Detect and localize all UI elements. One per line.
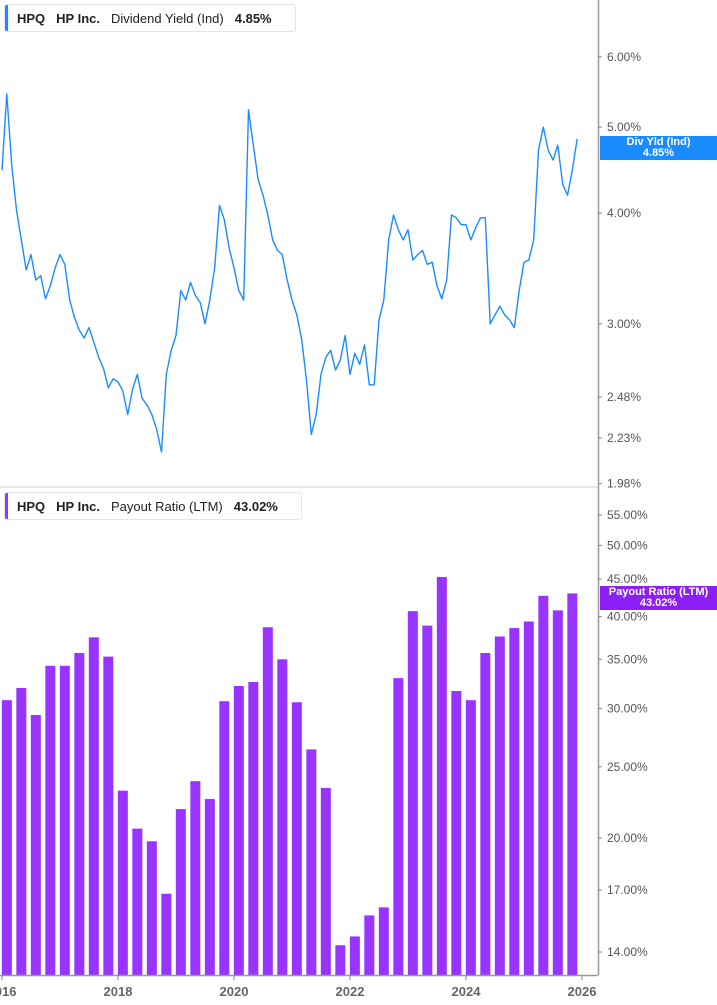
value-box-value: 43.02% (639, 597, 678, 609)
y-tick-label: 5.00% (607, 120, 641, 134)
legend-metric: Dividend Yield (Ind) (111, 10, 224, 26)
payout-ratio-bar (422, 625, 433, 975)
y-tick-label: 20.00% (607, 831, 648, 845)
x-tick-label: 2024 (452, 984, 482, 999)
series-color-marker (5, 5, 8, 31)
payout-ratio-bar (233, 685, 244, 975)
payout-ratio-bar (277, 659, 288, 975)
payout-ratio-bar (451, 690, 462, 975)
payout-ratio-bar (146, 841, 157, 975)
series-color-marker (5, 493, 8, 519)
dividend-yield-chart (1, 93, 578, 453)
payout-ratio-bar (161, 893, 172, 975)
payout-ratio-bar (204, 799, 215, 975)
payout-ratio-bar (364, 915, 375, 975)
payout-ratio-bar (219, 701, 230, 975)
legend-ticker: HPQ (17, 10, 46, 26)
legend-metric: Payout Ratio (LTM) (111, 498, 223, 514)
payout-ratio-bar (30, 715, 41, 975)
y-tick-label: 6.00% (607, 50, 641, 64)
axes: 6.00% 5.00% 4.00% 3.00% 2.48% 2.23% 1.98% 55.00… (0, 50, 648, 999)
y-tick-label: 2.23% (607, 431, 641, 445)
dividend-yield-legend[interactable]: HPQ HP Inc. Dividend Yield (Ind) 4.85% (4, 4, 296, 32)
y-tick-label: 14.00% (607, 945, 648, 959)
payout-ratio-bar (103, 656, 114, 975)
y-tick-label: 35.00% (607, 652, 648, 666)
y-tick-label: 1.98% (607, 477, 641, 491)
payout-ratio-bar (523, 621, 534, 975)
payout-ratio-bar (59, 665, 70, 975)
payout-ratio-bar (306, 749, 317, 975)
payout-ratio-bar (378, 907, 389, 975)
x-tick-label: 2020 (220, 984, 249, 999)
x-tick-label: 2026 (568, 984, 597, 999)
y-tick-label: 17.00% (607, 883, 648, 897)
payout-ratio-legend[interactable]: HPQ HP Inc. Payout Ratio (LTM) 43.02% (4, 492, 302, 520)
payout-ratio-bar (16, 687, 27, 975)
legend-value: 43.02% (233, 498, 278, 514)
payout-ratio-bar (262, 627, 273, 975)
y-tick-label: 2.48% (607, 390, 641, 404)
payout-ratio-bar (552, 610, 563, 975)
payout-ratio-bar (175, 809, 186, 975)
payout-ratio-bar (494, 636, 505, 975)
payout-ratio-value-box: Payout Ratio (LTM) 43.02% (600, 586, 717, 610)
x-tick-label: 2016 (0, 984, 16, 999)
value-box-label: Div Yld (Ind) (626, 136, 691, 148)
payout-ratio-bar (291, 702, 302, 975)
payout-ratio-bar (393, 678, 404, 975)
legend-company: HP Inc. (56, 498, 101, 514)
payout-ratio-bar (132, 828, 143, 975)
payout-ratio-bar (117, 790, 128, 975)
legend-ticker: HPQ (17, 498, 46, 514)
payout-ratio-bar (248, 682, 259, 975)
dividend-yield-value-box: Div Yld (Ind) 4.85% (600, 136, 717, 160)
y-tick-label: 30.00% (607, 702, 648, 716)
payout-ratio-bar (74, 653, 85, 975)
payout-ratio-bar (1, 700, 12, 975)
payout-ratio-bar (567, 593, 578, 975)
y-tick-label: 3.00% (607, 317, 641, 331)
y-tick-label: 40.00% (607, 610, 648, 624)
payout-ratio-bar (320, 787, 331, 975)
payout-ratio-bar (349, 936, 360, 975)
x-tick-label: 2018 (104, 984, 133, 999)
payout-ratio-bar (407, 611, 418, 975)
y-tick-label: 55.00% (607, 508, 648, 522)
payout-ratio-chart (1, 576, 578, 975)
x-tick-label: 2022 (336, 984, 365, 999)
payout-ratio-bar (45, 665, 56, 975)
payout-ratio-bar (190, 781, 201, 975)
payout-ratio-bar (465, 700, 476, 975)
y-tick-label: 45.00% (607, 572, 648, 586)
payout-ratio-bar (480, 653, 491, 975)
y-tick-label: 50.00% (607, 538, 648, 552)
payout-ratio-bar (88, 637, 99, 975)
legend-company: HP Inc. (56, 10, 101, 26)
payout-ratio-bar (436, 576, 447, 975)
payout-ratio-bar (335, 945, 346, 975)
payout-ratio-bar (509, 628, 520, 975)
value-box-label: Payout Ratio (LTM) (608, 586, 709, 598)
y-tick-label: 4.00% (607, 206, 641, 220)
legend-value: 4.85% (234, 10, 272, 26)
value-box-value: 4.85% (642, 147, 675, 159)
dividend-yield-line (1, 93, 578, 453)
y-tick-label: 25.00% (607, 760, 648, 774)
payout-ratio-bar (538, 595, 549, 975)
